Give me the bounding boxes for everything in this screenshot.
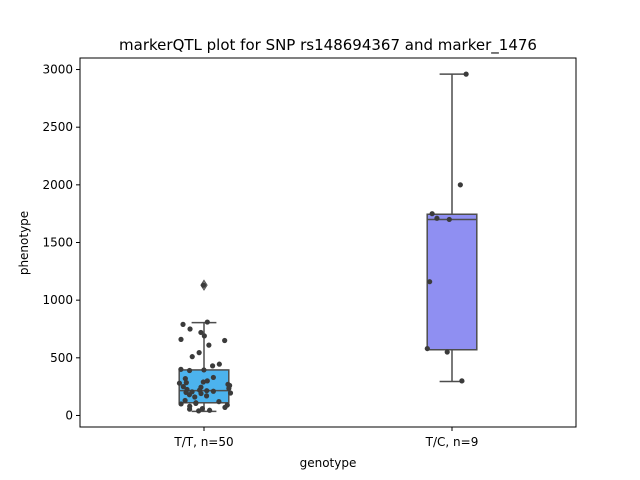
data-point: [178, 401, 184, 407]
y-axis: 0 500 1000 1500 2000 2500 3000: [42, 63, 80, 422]
data-point: [204, 378, 210, 384]
y-tick-label: 1000: [42, 293, 73, 307]
data-point: [200, 379, 206, 385]
data-point: [446, 216, 452, 223]
data-point: [192, 394, 198, 400]
x-axis: T/T, n=50 T/C, n=9: [173, 427, 478, 449]
data-point: [176, 380, 183, 386]
data-point: [424, 345, 430, 352]
data-point: [196, 408, 202, 414]
data-point: [206, 342, 212, 348]
data-point: [182, 397, 188, 404]
y-tick-label: 2500: [42, 120, 73, 134]
data-point: [183, 380, 189, 386]
data-point: [434, 215, 440, 221]
data-point: [210, 388, 216, 394]
box-group: [176, 279, 234, 414]
data-point: [186, 406, 193, 412]
data-point: [204, 319, 210, 325]
data-point: [196, 350, 202, 356]
data-point: [201, 367, 207, 373]
x-axis-label: genotype: [300, 456, 357, 470]
data-point: [200, 282, 207, 288]
data-point: [216, 399, 222, 405]
data-point: [193, 400, 199, 406]
y-tick-label: 2000: [42, 178, 73, 192]
data-point: [207, 407, 213, 413]
y-tick-label: 3000: [42, 63, 73, 77]
data-point: [198, 329, 204, 336]
plot-area: [176, 71, 478, 414]
data-point: [222, 404, 228, 410]
data-point: [226, 385, 232, 391]
data-point: [209, 363, 216, 369]
box-iqr: [426, 213, 478, 351]
data-point: [186, 367, 193, 374]
data-point: [429, 211, 435, 217]
chart-title: markerQTL plot for SNP rs148694367 and m…: [119, 36, 537, 55]
data-point: [459, 378, 465, 384]
data-point: [210, 374, 216, 381]
data-point: [198, 390, 204, 397]
data-point: [427, 279, 433, 285]
box-group: [424, 71, 478, 384]
data-point: [180, 321, 186, 327]
data-point: [189, 354, 195, 360]
data-point: [203, 393, 210, 399]
x-tick-label: T/T, n=50: [173, 435, 233, 449]
data-point: [201, 333, 207, 339]
data-point: [199, 405, 206, 412]
x-tick-label: T/C, n=9: [425, 435, 479, 449]
data-point: [463, 71, 469, 77]
y-tick-label: 0: [65, 408, 73, 422]
data-point: [227, 390, 234, 396]
data-point: [187, 326, 193, 332]
y-axis-label: phenotype: [17, 211, 31, 275]
data-point: [216, 361, 222, 367]
data-point: [178, 366, 184, 372]
data-point: [444, 349, 450, 355]
y-tick-label: 500: [50, 351, 73, 365]
plot-frame: [79, 57, 577, 428]
data-point: [222, 337, 228, 344]
box-iqr: [178, 369, 230, 404]
data-point: [180, 384, 186, 390]
data-point: [204, 388, 210, 394]
y-tick-label: 1500: [42, 236, 73, 250]
data-point: [457, 182, 463, 188]
data-point: [178, 336, 184, 342]
data-point: [182, 375, 188, 382]
data-point: [186, 392, 193, 398]
